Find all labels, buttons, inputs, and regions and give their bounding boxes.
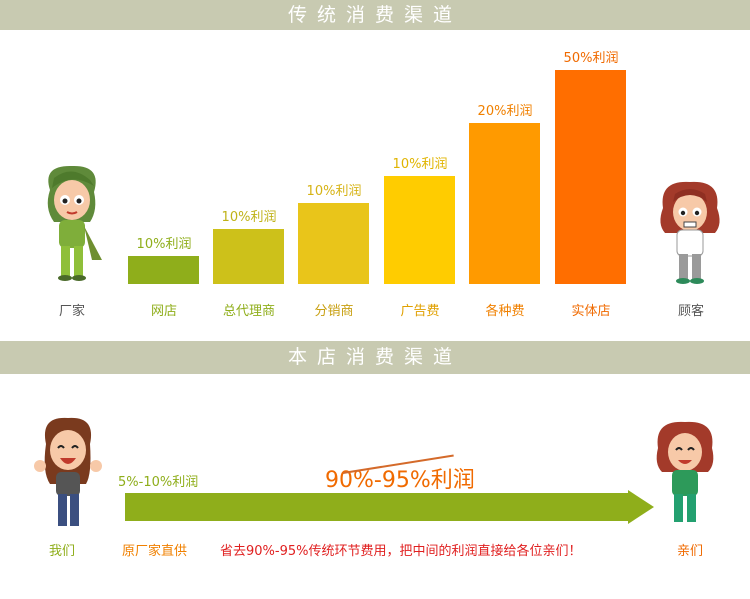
us-character-icon (34, 417, 102, 526)
dears-label: 亲们 (676, 544, 703, 559)
category-label-1: 网店 (150, 304, 177, 319)
traditional-channel-chart: 10%利润网店 10%利润总代理商 10%利润分销商 10%利润广告费 20%利润各种费… (128, 51, 626, 319)
customer-character-icon (660, 181, 720, 284)
bar-value-label-5: 20%利润 (477, 104, 533, 119)
category-label-6: 实体店 (571, 304, 611, 319)
arrow-head-icon (628, 490, 654, 524)
dears-character-icon (656, 421, 714, 522)
saved-profit-label: 90%-95%利润 (325, 468, 475, 493)
manufacturer-character-icon (47, 165, 102, 281)
bar-5 (469, 123, 540, 284)
bar-2 (213, 229, 284, 284)
traditional-channel-header: 传统消费渠道 (0, 0, 750, 30)
category-label-5: 各种费 (485, 304, 525, 319)
direct-source-label: 原厂家直供 (122, 544, 188, 559)
start-profit-label: 5%-10%利润 (118, 475, 199, 490)
us-label: 我们 (48, 544, 75, 559)
bar-4 (384, 176, 455, 284)
direct-channel-arrow (125, 493, 630, 521)
bar-3 (298, 202, 369, 284)
bar-value-label-2: 10%利润 (221, 210, 277, 225)
bar-value-label-6: 50%利润 (563, 51, 619, 66)
bar-1 (128, 255, 199, 284)
savings-message: 省去90%-95%传统环节费用，把中间的利润直接给各位亲们！ (220, 544, 582, 559)
category-label-3: 分销商 (314, 304, 354, 319)
category-label-2: 总代理商 (222, 304, 275, 319)
manufacturer-label: 厂家 (58, 304, 85, 319)
customer-label: 顾客 (677, 304, 704, 319)
bar-value-label-1: 10%利润 (136, 236, 192, 252)
bar-6 (555, 70, 626, 284)
store-channel-header: 本店消费渠道 (0, 341, 750, 374)
bar-value-label-4: 10%利润 (392, 157, 448, 172)
category-label-4: 广告费 (400, 304, 440, 319)
bar-value-label-3: 10%利润 (306, 183, 362, 199)
